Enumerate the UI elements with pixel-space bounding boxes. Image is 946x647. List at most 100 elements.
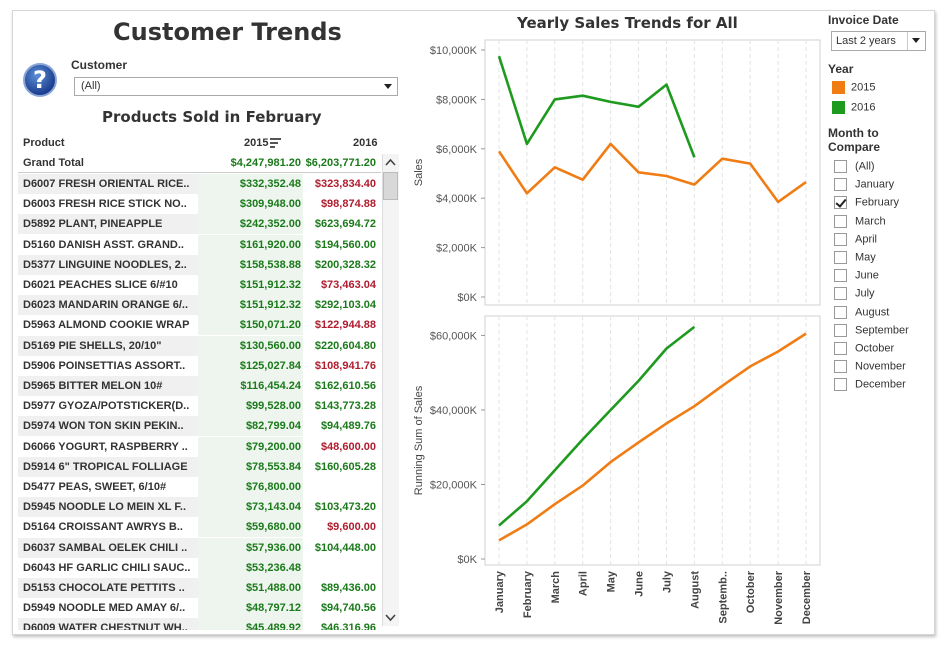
x-tick-label: October: [745, 570, 757, 613]
value-2015-cell: $125,027.84: [198, 355, 303, 376]
month-option-june[interactable]: June: [834, 269, 879, 285]
table-row[interactable]: D5160 DANISH ASST. GRAND.. $161,920.00 $19…: [18, 234, 381, 255]
month-option-october[interactable]: October: [834, 342, 894, 358]
checkbox-icon[interactable]: [834, 269, 847, 283]
table-row[interactable]: D6037 SAMBAL OELEK CHILI .. $57,936.00 $10…: [18, 537, 381, 558]
month-option-all[interactable]: (All): [834, 160, 875, 176]
table-row[interactable]: D5164 CROISSANT AWRYS B.. $59,680.00 $9,60…: [18, 517, 381, 538]
table-row[interactable]: D5377 LINGUINE NOODLES, 2.. $158,538.88 $2…: [18, 254, 381, 275]
checkbox-icon[interactable]: [834, 251, 847, 264]
product-cell: D5949 NOODLE MED AMAY 6/..: [23, 602, 186, 615]
month-option-april[interactable]: April: [834, 232, 877, 249]
legend-item-2016[interactable]: 2016: [832, 101, 875, 117]
checkbox-icon[interactable]: [834, 232, 847, 246]
x-tick-label: May: [606, 570, 618, 592]
table-row[interactable]: D5892 PLANT, PINEAPPLE $242,352.00 $623,69…: [18, 214, 381, 235]
month-option-label: July: [855, 287, 875, 300]
month-option-march[interactable]: March: [834, 214, 886, 231]
month-option-august[interactable]: August: [834, 305, 889, 322]
table-row[interactable]: D5963 ALMOND COOKIE WRAP $150,071.20 $122,…: [18, 315, 381, 336]
column-header-2016[interactable]: 2016: [353, 137, 378, 149]
table-row[interactable]: D5949 NOODLE MED AMAY 6/.. $48,797.12 $94,…: [18, 598, 381, 619]
series-line-2016[interactable]: [498, 325, 696, 527]
chart-title: Yearly Sales Trends for All: [517, 14, 738, 32]
x-tick-label: Septemb..: [717, 571, 729, 624]
series-line-2016[interactable]: [497, 55, 696, 158]
product-cell: D5945 NOODLE LO MEIN XL F..: [18, 497, 198, 518]
product-cell: D6009 WATER CHESTNUT WH..: [18, 618, 198, 630]
series-line-2015[interactable]: [497, 142, 807, 204]
invoice-date-select[interactable]: Last 2 years: [831, 31, 926, 51]
scrollbar-thumb[interactable]: [383, 172, 398, 200]
table-row[interactable]: D5477 PEAS, SWEET, 6/10# $76,800.00: [18, 477, 381, 497]
checkbox-icon[interactable]: [834, 287, 847, 301]
table-row[interactable]: D6023 MANDARIN ORANGE 6/.. $151,912.32 $29…: [18, 295, 381, 316]
value-2015-cell: $130,560.00: [198, 335, 303, 356]
series-line-2015[interactable]: [498, 332, 807, 542]
column-header-product[interactable]: Product: [23, 137, 65, 149]
value-2016-cell: $323,834.40: [314, 178, 376, 190]
product-cell: D5477 PEAS, SWEET, 6/10#: [23, 481, 167, 493]
month-option-july[interactable]: July: [834, 287, 875, 303]
table-row[interactable]: D5914 6" TROPICAL FOLLIAGE $78,553.84 $160…: [18, 456, 381, 477]
scroll-down-icon[interactable]: [382, 609, 399, 626]
month-option-label: November: [855, 360, 906, 373]
checkbox-icon[interactable]: [834, 178, 847, 192]
product-cell: D5974 WON TON SKIN PEKIN..: [18, 416, 198, 437]
table-row[interactable]: D6066 YOGURT, RASPBERRY .. $79,200.00 $48,…: [18, 436, 381, 457]
table-row[interactable]: D5169 PIE SHELLS, 20/10" $130,560.00 $220,…: [18, 335, 381, 356]
scroll-up-icon[interactable]: [382, 154, 399, 171]
customer-select-value: (All): [81, 80, 101, 92]
value-2015-cell: $309,948.00: [198, 194, 303, 215]
table-row[interactable]: D5974 WON TON SKIN PEKIN.. $82,799.04 $94,…: [18, 416, 381, 437]
sort-descending-icon[interactable]: [270, 138, 281, 149]
product-cell: D5914 6" TROPICAL FOLLIAGE: [18, 456, 198, 477]
column-header-2015[interactable]: 2015: [244, 137, 269, 149]
table-row[interactable]: D6021 PEACHES SLICE 6/#10 $151,912.32 $73,…: [18, 275, 381, 295]
table-scrollbar[interactable]: [382, 154, 399, 626]
chevron-down-icon: [384, 84, 392, 89]
checkbox-icon[interactable]: [834, 342, 847, 355]
product-cell: D5963 ALMOND COOKIE WRAP: [23, 319, 190, 332]
checkbox-icon[interactable]: [834, 214, 847, 228]
value-2015-cell: $45,489.92: [198, 618, 303, 630]
legend-swatch: [832, 81, 845, 94]
value-2016-cell: [304, 477, 378, 497]
value-2015-cell: $59,680.00: [198, 517, 303, 538]
table-row[interactable]: D6043 HF GARLIC CHILI SAUC.. $53,236.48: [18, 557, 381, 578]
checkbox-icon[interactable]: [834, 160, 847, 173]
value-2015-cell: $242,352.00: [198, 214, 303, 235]
month-option-september[interactable]: September: [834, 323, 909, 340]
month-option-february[interactable]: February: [834, 196, 899, 212]
value-2015-cell: $99,528.00: [198, 396, 303, 417]
help-icon[interactable]: ?: [23, 63, 57, 97]
checkbox-icon[interactable]: [834, 378, 847, 392]
month-option-december[interactable]: December: [834, 378, 906, 394]
table-row[interactable]: D5945 NOODLE LO MEIN XL F.. $73,143.04 $10…: [18, 497, 381, 518]
legend-item-2015[interactable]: 2015: [832, 81, 875, 97]
checkbox-icon[interactable]: [834, 360, 847, 374]
checkbox-icon[interactable]: [834, 323, 847, 337]
product-cell: D5906 POINSETTIAS ASSORT..: [23, 359, 186, 372]
x-tick-label: November: [773, 570, 785, 625]
product-cell: D5977 GYOZA/POTSTICKER(D..: [23, 400, 190, 413]
invoice-date-value: Last 2 years: [836, 35, 896, 47]
month-option-label: June: [855, 269, 879, 282]
month-option-january[interactable]: January: [834, 178, 894, 194]
month-option-may[interactable]: May: [834, 251, 876, 267]
table-row[interactable]: D5977 GYOZA/POTSTICKER(D.. $99,528.00 $143…: [18, 396, 381, 417]
checkbox-checked-icon[interactable]: [834, 196, 847, 210]
value-2016-cell: $94,740.56: [320, 602, 376, 615]
table-row[interactable]: D6003 FRESH RICE STICK NO.. $309,948.00 $9…: [18, 194, 381, 215]
customer-select[interactable]: (All): [74, 77, 398, 96]
month-option-november[interactable]: November: [834, 360, 906, 376]
table-row[interactable]: D6007 FRESH ORIENTAL RICE.. $332,352.48 $3…: [18, 174, 381, 194]
product-cell: D6023 MANDARIN ORANGE 6/..: [18, 295, 198, 316]
table-row[interactable]: D6009 WATER CHESTNUT WH.. $45,489.92 $46,3…: [18, 618, 381, 630]
checkbox-icon[interactable]: [834, 305, 847, 319]
value-2016-cell: $9,600.00: [327, 521, 376, 534]
table-row[interactable]: D5965 BITTER MELON 10# $116,454.24 $162,61…: [18, 376, 381, 396]
table-row[interactable]: D5906 POINSETTIAS ASSORT.. $125,027.84 $10…: [18, 355, 381, 376]
month-option-label: December: [855, 378, 906, 391]
table-row[interactable]: D5153 CHOCOLATE PETTITS .. $51,488.00 $89,…: [18, 578, 381, 598]
